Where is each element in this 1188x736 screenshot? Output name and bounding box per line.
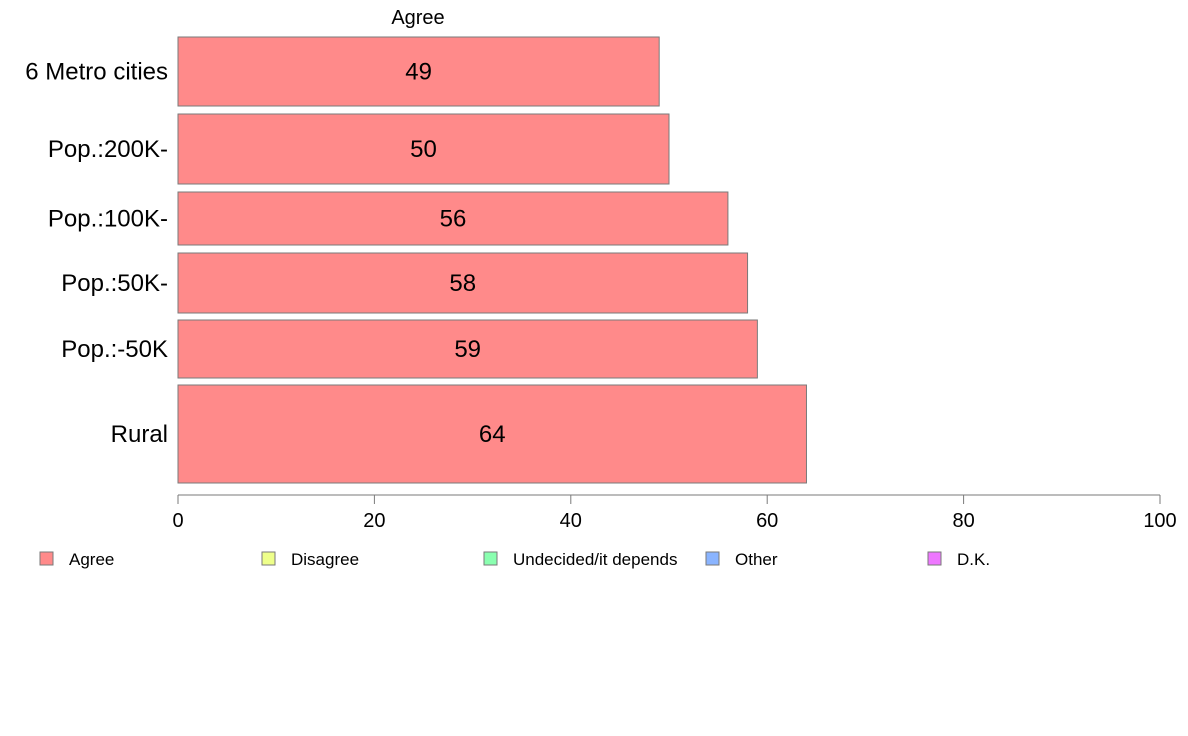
- legend-swatch: [705, 551, 720, 566]
- bar: [177, 319, 758, 379]
- bar: [177, 252, 749, 314]
- legend-swatch: [261, 551, 276, 566]
- bar: [177, 36, 660, 107]
- legend: Agree Disagree Undecided/it depends Other D.…: [39, 550, 990, 569]
- data-label: 58: [449, 270, 476, 297]
- category-label: Pop.:50K-: [61, 270, 168, 297]
- bars: [177, 36, 807, 484]
- category-label: Rural: [111, 421, 168, 448]
- bar: [177, 191, 729, 246]
- legend-label: Agree: [69, 550, 114, 569]
- legend-label: D.K.: [957, 550, 990, 569]
- category-label: Pop.:100K-: [48, 206, 168, 233]
- data-labels: 49 50 56 58 59 64: [405, 59, 505, 449]
- category-label: 6 Metro cities: [25, 59, 168, 86]
- legend-item: D.K.: [927, 550, 990, 569]
- category-labels: 6 Metro cities Pop.:200K- Pop.:100K- Pop.:5…: [25, 59, 168, 449]
- legend-item: Agree: [39, 550, 114, 569]
- legend-label: Undecided/it depends: [513, 550, 677, 569]
- legend-label: Disagree: [291, 550, 359, 569]
- x-axis: 0 20 40 60 80 100: [172, 494, 1177, 532]
- bar: [177, 384, 807, 484]
- legend-item: Undecided/it depends: [483, 550, 677, 569]
- x-tick-label: 20: [363, 510, 385, 532]
- legend-label: Other: [735, 550, 778, 569]
- data-label: 49: [405, 59, 432, 86]
- chart-title: Agree: [391, 7, 444, 29]
- data-label: 64: [479, 421, 506, 448]
- x-tick-label: 40: [560, 510, 582, 532]
- category-label: Pop.:-50K: [61, 336, 168, 363]
- bar: [177, 113, 670, 185]
- legend-item: Disagree: [261, 550, 359, 569]
- legend-swatch: [927, 551, 942, 566]
- x-tick-label: 100: [1143, 510, 1176, 532]
- category-label: Pop.:200K-: [48, 136, 168, 163]
- legend-swatch: [483, 551, 498, 566]
- x-tick-label: 60: [756, 510, 778, 532]
- legend-swatch: [39, 551, 54, 566]
- x-tick-label: 80: [952, 510, 974, 532]
- x-tick-label: 0: [172, 510, 183, 532]
- data-label: 56: [440, 206, 467, 233]
- legend-item: Other: [705, 550, 778, 569]
- data-label: 59: [454, 336, 481, 363]
- data-label: 50: [410, 136, 437, 163]
